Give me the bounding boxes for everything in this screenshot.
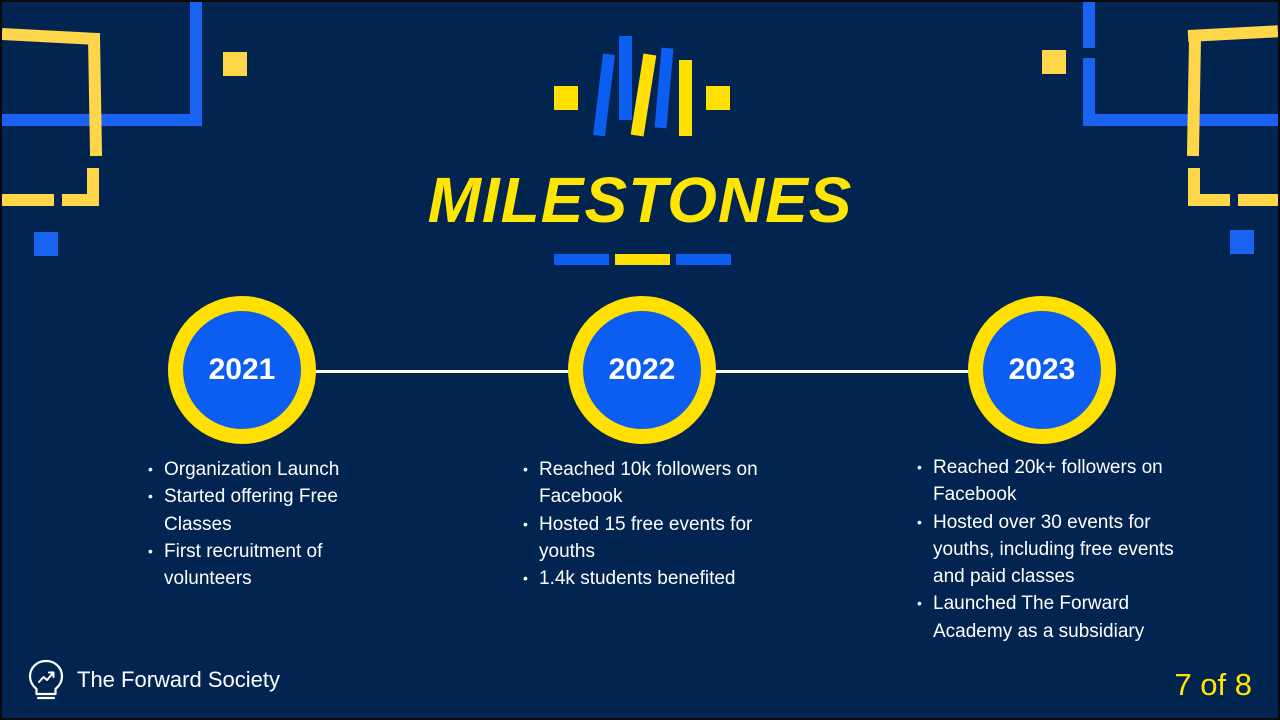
list-item: Organization Launch (148, 456, 384, 484)
deco-square-top-left-yellow (223, 52, 247, 76)
title-underline-right (676, 254, 731, 265)
title-underline-left (554, 254, 609, 265)
deco-frame-top-left-yellow-bottom (2, 194, 54, 206)
year-label-2021: 2021 (208, 353, 276, 386)
list-item: Reached 10k followers on Facebook (523, 456, 789, 511)
deco-frame-top-right-blue-top (1083, 2, 1095, 48)
emblem-bar-5 (679, 60, 692, 136)
organization-name: The Forward Society (77, 667, 280, 692)
list-item: Hosted 15 free events for youths (523, 511, 789, 566)
list-item: Reached 20k+ followers on Facebook (917, 454, 1198, 509)
emblem-bar-4 (654, 47, 674, 129)
deco-frame-top-right-yellow-bottom (1188, 194, 1230, 206)
year-label-2023: 2023 (1008, 353, 1076, 386)
milestone-list-2023: Reached 20k+ followers on Facebook Hoste… (917, 454, 1198, 645)
deco-frame-top-left-blue-top (190, 2, 202, 126)
deco-square-top-right-yellow (1042, 50, 1066, 74)
page-number: 7 of 8 (1174, 667, 1252, 702)
list-item: First recruitment of volunteers (148, 538, 384, 593)
deco-square-top-left-blue (34, 232, 58, 256)
list-item: Launched The Forward Academy as a subsid… (917, 590, 1198, 645)
year-circle-2023: 2023 (968, 296, 1116, 444)
deco-square-top-right-blue (1230, 230, 1254, 254)
emblem-square-left (554, 86, 578, 110)
slide-title: MILESTONES (427, 164, 853, 236)
emblem-bar-3 (630, 53, 657, 137)
deco-frame-top-left-yellow-top (2, 28, 101, 46)
list-item: 1.4k students benefited (523, 565, 789, 593)
deco-frame-top-right-blue-bottom (1083, 114, 1278, 126)
deco-frame-top-right-yellow-left-upper (1186, 35, 1202, 157)
emblem-bar-1 (593, 53, 615, 137)
deco-frame-top-right-yellow-top (1187, 25, 1278, 42)
year-circle-2022: 2022 (568, 296, 716, 444)
emblem-bar-2 (619, 36, 632, 120)
milestone-list-2021: Organization Launch Started offering Fre… (148, 456, 384, 592)
year-circle-2021: 2021 (168, 296, 316, 444)
emblem-square-right (706, 86, 730, 110)
list-item: Hosted over 30 events for youths, includ… (917, 509, 1198, 591)
year-label-2022: 2022 (608, 353, 676, 386)
milestone-list-2022: Reached 10k followers on Facebook Hosted… (523, 456, 789, 593)
deco-frame-top-right-blue-left (1083, 58, 1095, 126)
deco-frame-top-left-yellow-right-upper (87, 33, 103, 157)
lightbulb-growth-icon (26, 658, 66, 702)
title-underline-middle (615, 254, 670, 265)
deco-frame-top-right-yellow-bottom-right (1238, 194, 1278, 206)
deco-frame-top-left-blue-bottom (2, 114, 202, 126)
list-item: Started offering Free Classes (148, 483, 384, 538)
deco-frame-top-left-yellow-bottom-right (62, 194, 99, 206)
